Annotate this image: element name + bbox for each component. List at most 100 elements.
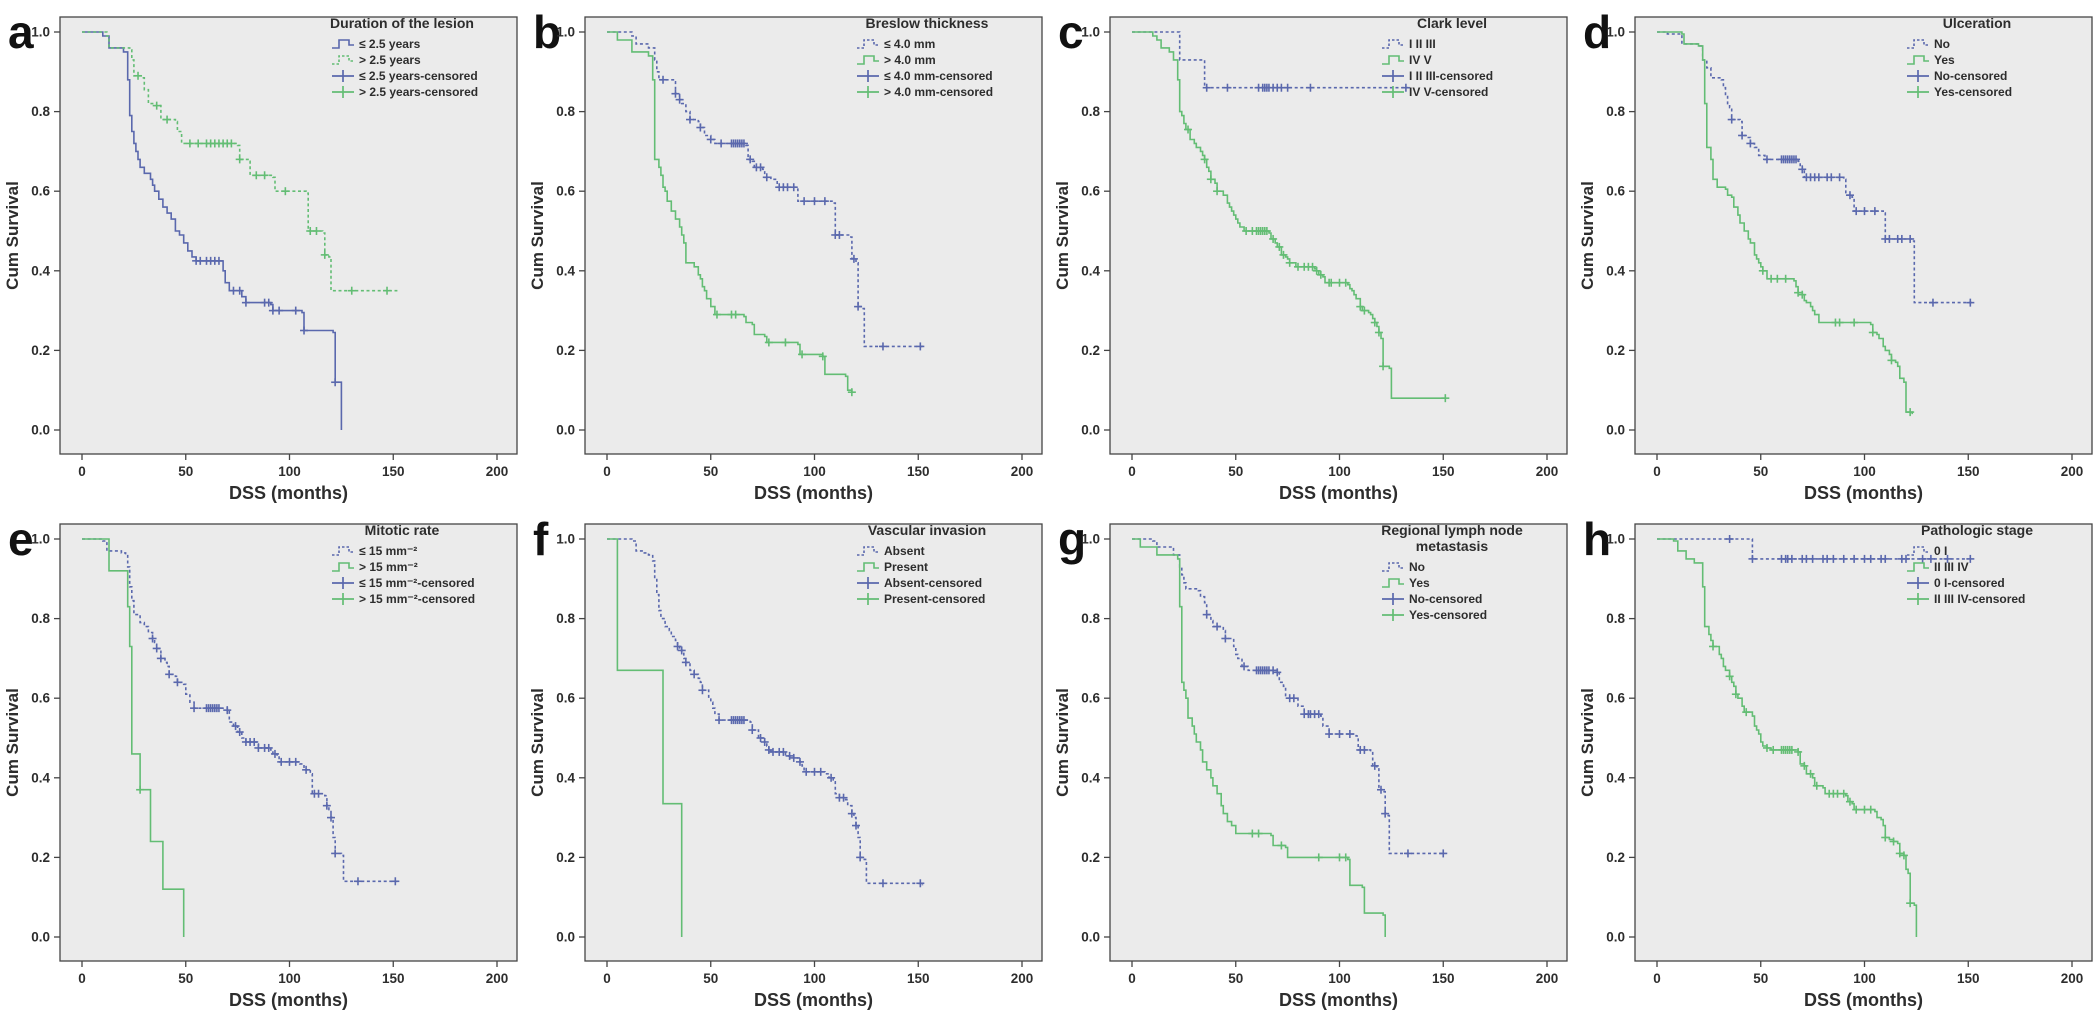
axes: 0 50 100 150 200 0.0 0.2 0.4 0.6 0.8 1.0 <box>31 25 508 480</box>
km-panel-e: e 0 50 100 150 200 0.0 0.2 0.4 0.6 0.8 1.0 DSS (mont… <box>3 513 518 1010</box>
y-axis-tick-label: 0.4 <box>1606 770 1625 785</box>
survival-curve-green <box>607 31 853 393</box>
legend-step-line-icon <box>1382 39 1404 49</box>
legend-item-label: 0 I <box>1934 544 1947 558</box>
censor-marks-green <box>134 71 392 295</box>
legend-item-label: No <box>1934 37 1950 51</box>
x-axis-tick-label: 0 <box>78 971 86 986</box>
x-axis-tick-label: 150 <box>382 971 405 986</box>
panel-letter: d <box>1583 6 1611 58</box>
legend-title: Breslow thickness <box>866 15 989 31</box>
legend-item-label: I II III <box>1409 37 1436 51</box>
y-axis-tick-label: 0.0 <box>31 930 50 945</box>
legend: Mitotic rate ≤ 15 mm⁻² > 15 mm⁻² ≤ 15 mm⁻²-… <box>332 522 475 606</box>
y-axis-tick-label: 0.4 <box>556 263 575 278</box>
panel-letter: f <box>533 513 549 565</box>
legend-step-line-icon <box>332 562 354 572</box>
y-axis-tick-label: 1.0 <box>1081 532 1100 547</box>
legend-item-label: > 4.0 mm-censored <box>884 85 993 99</box>
x-axis-tick-label: 150 <box>907 464 930 479</box>
y-axis-tick-label: 0.6 <box>31 691 50 706</box>
survival-curve-green <box>607 538 683 937</box>
survival-curve-green <box>1657 31 1913 415</box>
y-axis-tick-label: 0.6 <box>31 184 50 199</box>
legend-item-label: ≤ 15 mm⁻² <box>359 544 417 558</box>
x-axis-tick-label: 100 <box>1853 464 1876 479</box>
censor-marks-blue <box>673 642 925 888</box>
y-axis-tick-label: 0.4 <box>1081 263 1100 278</box>
x-axis-tick-label: 100 <box>803 971 826 986</box>
x-axis-tick-label: 200 <box>486 464 509 479</box>
x-axis-tick-label: 200 <box>1011 464 1034 479</box>
y-axis-tick-label: 1.0 <box>31 25 50 40</box>
x-axis-tick-label: 100 <box>1328 464 1351 479</box>
x-axis-tick-label: 200 <box>1536 971 1559 986</box>
y-axis-tick-label: 0.2 <box>1081 343 1100 358</box>
legend-item-label: IV V-censored <box>1409 85 1488 99</box>
legend-step-line-icon <box>1382 55 1404 65</box>
legend-title: Vascular invasion <box>868 522 986 538</box>
censor-marks-blue <box>1202 83 1410 92</box>
legend-item-label: Absent-censored <box>884 576 982 590</box>
x-axis-tick-label: 200 <box>1011 971 1034 986</box>
legend-item-label: > 2.5 years <box>359 53 421 67</box>
plot-area <box>1109 523 1568 962</box>
x-axis-tick-label: 50 <box>1228 971 1243 986</box>
legend-title: Regional lymph node <box>1381 522 1523 538</box>
x-axis-label: DSS (months) <box>754 483 873 503</box>
legend-item-label: ≤ 4.0 mm <box>884 37 935 51</box>
panel-letter: h <box>1583 513 1611 565</box>
y-axis-tick-label: 0.4 <box>31 263 50 278</box>
legend-title: Duration of the lesion <box>330 15 474 31</box>
km-panel-c: c 0 50 100 150 200 0.0 0.2 0.4 0.6 0.8 1.0 DSS (mont… <box>1053 6 1568 503</box>
x-axis-label: DSS (months) <box>1279 483 1398 503</box>
legend: Clark level I II III IV V I II III-censored… <box>1382 15 1493 99</box>
legend-item-label: Yes-censored <box>1409 608 1487 622</box>
x-axis-tick-label: 100 <box>803 464 826 479</box>
censor-marks-blue <box>148 634 400 886</box>
legend-item-label: > 4.0 mm <box>884 53 936 67</box>
x-axis-tick-label: 0 <box>1653 971 1661 986</box>
km-panel-d: d 0 50 100 150 200 0.0 0.2 0.4 0.6 0.8 1.0 DSS (mont… <box>1578 6 2093 503</box>
legend-step-line-icon <box>1907 546 1929 556</box>
km-panel-f: f 0 50 100 150 200 0.0 0.2 0.4 0.6 0.8 1.0 DSS (mont… <box>528 513 1043 1010</box>
y-axis-tick-label: 0.0 <box>1606 930 1625 945</box>
x-axis-tick-label: 200 <box>2061 971 2084 986</box>
y-axis-label: Cum Survival <box>1578 688 1597 797</box>
x-axis-tick-label: 150 <box>1957 971 1980 986</box>
legend: Ulceration No Yes No-censored Yes-censored <box>1907 15 2012 99</box>
legend-item-label: > 15 mm⁻² <box>359 560 418 574</box>
plot-area <box>59 523 518 962</box>
legend-title: Clark level <box>1417 15 1487 31</box>
legend-item-label: No-censored <box>1409 592 1482 606</box>
survival-curve-blue <box>607 31 924 349</box>
y-axis-tick-label: 0.2 <box>1081 850 1100 865</box>
x-axis-label: DSS (months) <box>229 483 348 503</box>
legend-title: Mitotic rate <box>365 522 440 538</box>
y-axis-tick-label: 1.0 <box>556 532 575 547</box>
legend-item-label: Absent <box>884 544 925 558</box>
legend-title: Ulceration <box>1943 15 2011 31</box>
legend-item-label: > 15 mm⁻²-censored <box>359 592 475 606</box>
censor-marks-green <box>1184 125 1450 403</box>
x-axis-tick-label: 50 <box>703 971 718 986</box>
legend-step-line-icon <box>857 562 879 572</box>
y-axis-tick-label: 0.0 <box>1606 423 1625 438</box>
censor-marks-green <box>1248 829 1350 862</box>
km-panel-g: g 0 50 100 150 200 0.0 0.2 0.4 0.6 0.8 1.0 DSS (mont… <box>1053 513 1568 1010</box>
y-axis-tick-label: 0.8 <box>1606 104 1625 119</box>
legend-item-label: ≤ 4.0 mm-censored <box>884 69 993 83</box>
y-axis-tick-label: 0.8 <box>1081 611 1100 626</box>
plot-area <box>59 16 518 455</box>
legend-item-label: No-censored <box>1934 69 2007 83</box>
legend: Vascular invasion Absent Present Absent-cen… <box>857 522 986 606</box>
plot-area <box>1634 16 2093 455</box>
legend-step-line-icon <box>857 546 879 556</box>
x-axis-label: DSS (months) <box>754 990 873 1010</box>
x-axis-tick-label: 100 <box>1328 971 1351 986</box>
legend-step-line-icon <box>1907 39 1929 49</box>
x-axis-tick-label: 150 <box>1432 464 1455 479</box>
legend-title: Pathologic stage <box>1921 522 2033 538</box>
